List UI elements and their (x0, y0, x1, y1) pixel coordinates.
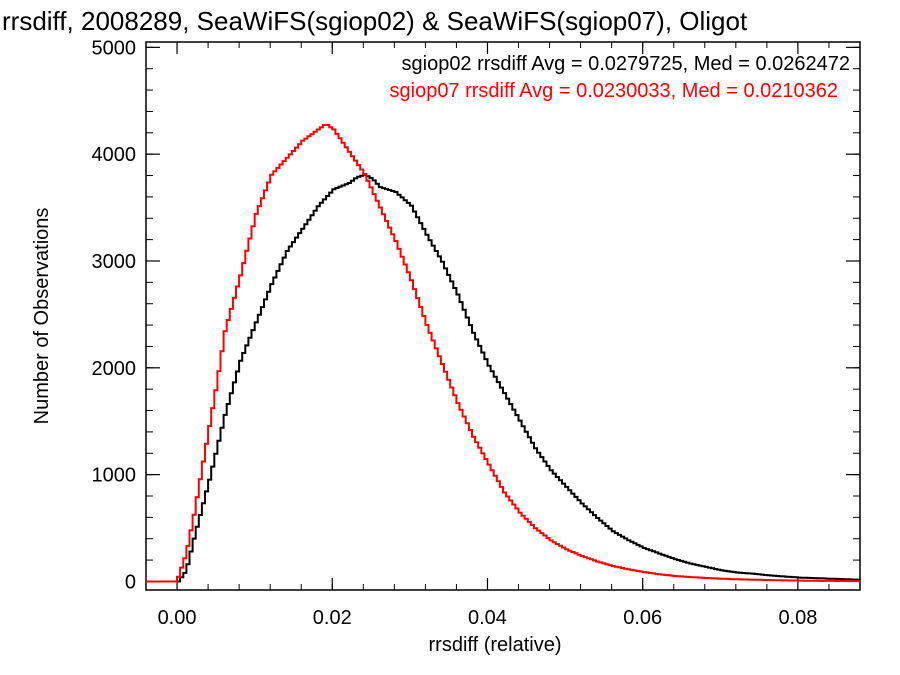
histogram-line-sgiop07 (146, 124, 860, 583)
annotation-sgiop02: sgiop02 rrsdiff Avg = 0.0279725, Med = 0… (402, 53, 851, 75)
y-tick-label: 5000 (92, 37, 137, 59)
annotation-sgiop07: sgiop07 rrsdiff Avg = 0.0230033, Med = 0… (390, 80, 839, 102)
plot-frame (145, 41, 861, 591)
x-tick-label: 0.02 (313, 607, 352, 629)
y-axis-label: Number of Observations (31, 208, 53, 425)
y-tick-label: 4000 (92, 144, 137, 166)
y-tick-label: 3000 (92, 251, 137, 273)
x-axis-tick-labels: 0.00 0.02 0.04 0.06 0.08 (158, 607, 818, 629)
x-axis-ticks (145, 42, 861, 590)
y-axis-tick-labels: 0 1000 2000 3000 4000 5000 (92, 37, 137, 593)
histogram-line-sgiop02 (146, 173, 861, 583)
histogram-series (146, 124, 861, 583)
x-tick-label: 0.06 (623, 607, 662, 629)
x-axis-label: rrsdiff (relative) (429, 634, 562, 656)
chart-title: rrsdiff, 2008289, SeaWiFS(sgiop02) & Sea… (2, 6, 748, 36)
y-axis-ticks (146, 46, 860, 583)
x-tick-label: 0.08 (778, 607, 817, 629)
y-tick-label: 1000 (92, 465, 137, 487)
y-tick-label: 0 (125, 571, 136, 593)
x-tick-label: 0.00 (158, 607, 197, 629)
x-tick-label: 0.04 (468, 607, 507, 629)
y-tick-label: 2000 (92, 358, 137, 380)
